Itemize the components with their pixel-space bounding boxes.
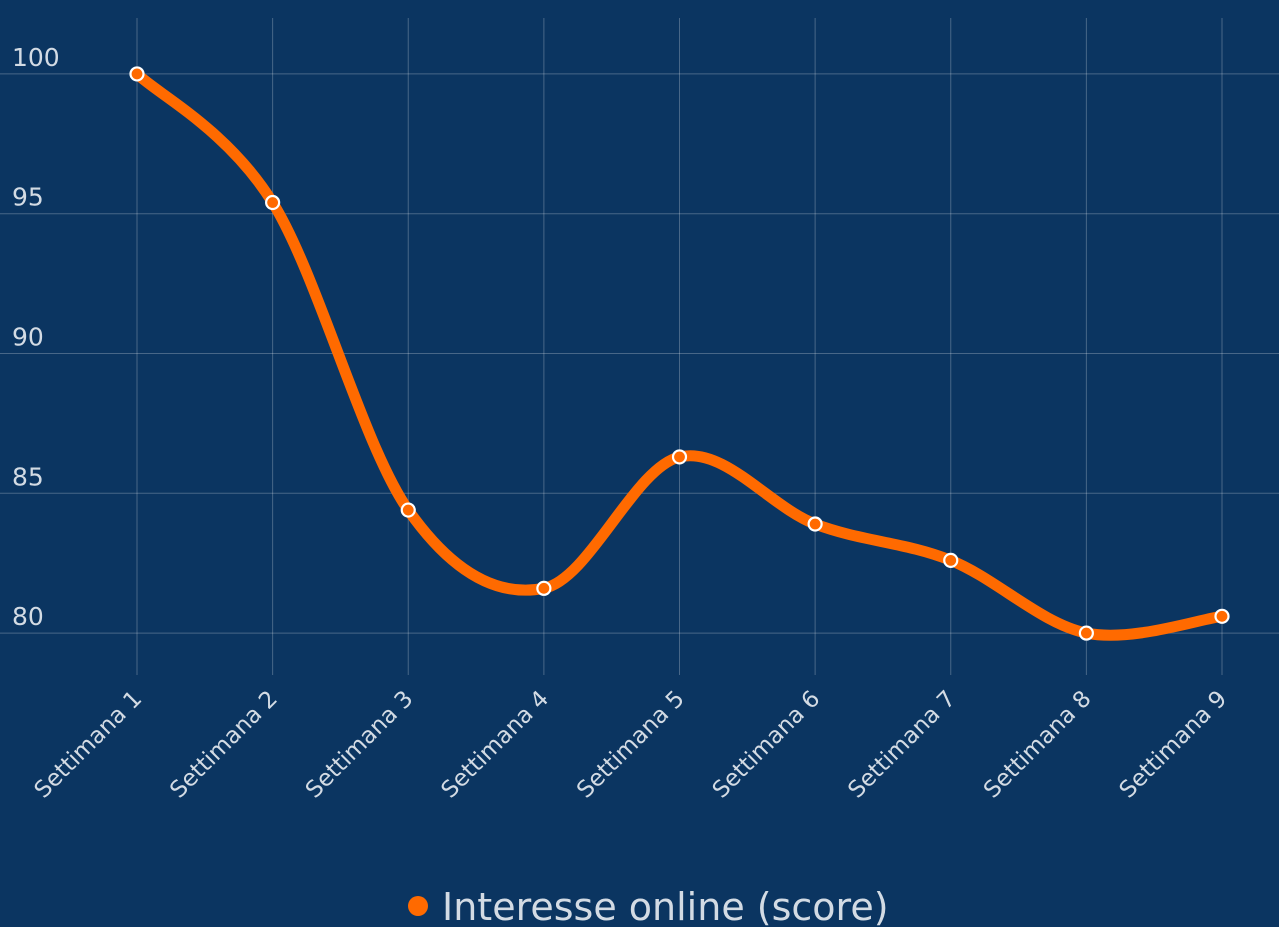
point bbox=[807, 516, 823, 532]
point bbox=[1214, 608, 1230, 624]
point bbox=[943, 552, 959, 568]
point bbox=[671, 449, 688, 465]
legend: Interesse online (score) bbox=[408, 885, 889, 927]
legend-marker bbox=[408, 896, 428, 916]
y-tick-label: 95 bbox=[12, 183, 44, 212]
series-line bbox=[131, 68, 1228, 641]
y-tick-label: 85 bbox=[12, 462, 44, 491]
y-tick-label: 80 bbox=[12, 602, 44, 631]
point bbox=[400, 502, 416, 518]
legend-label: Interesse online (score) bbox=[442, 885, 889, 927]
y-tick-label: 90 bbox=[12, 322, 44, 351]
point bbox=[265, 194, 281, 211]
point bbox=[1078, 625, 1094, 641]
point bbox=[536, 580, 552, 596]
point bbox=[129, 66, 145, 82]
y-tick-label: 100 bbox=[12, 43, 60, 72]
